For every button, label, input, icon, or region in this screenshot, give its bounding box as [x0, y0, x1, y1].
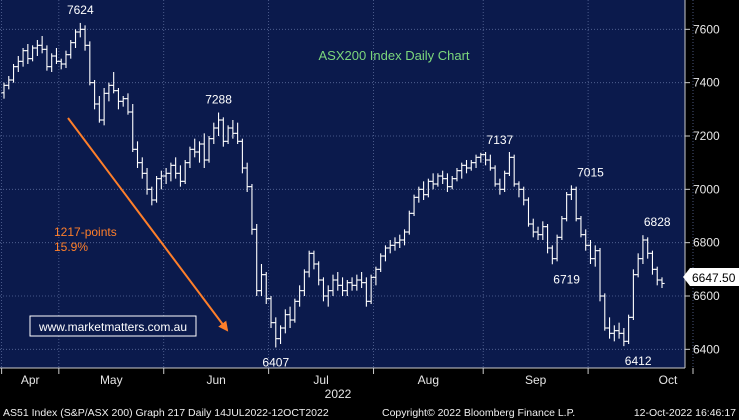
url-box [29, 315, 197, 337]
x-month-label: Apr [21, 373, 40, 387]
drop-pct-label: 15.9% [54, 240, 88, 254]
x-month-label: May [100, 373, 123, 387]
x-month-label: Sep [525, 373, 547, 387]
x-month-label: Aug [418, 373, 439, 387]
peak-label: 7137 [487, 133, 514, 147]
y-tick-label: 7000 [693, 182, 720, 196]
plot-background [0, 0, 685, 368]
y-tick-label: 6800 [693, 236, 720, 250]
chart-title: ASX200 Index Daily Chart [318, 48, 469, 63]
footer-bar [0, 404, 739, 420]
ohlc-bars [1, 22, 665, 348]
y-tick-label: 7600 [693, 22, 720, 36]
x-month-label: Oct [659, 373, 678, 387]
x-month-label: Jul [313, 373, 328, 387]
downtrend-arrow [67, 117, 229, 332]
x-axis: Apr May Jun Jul Aug Sep Oct [0, 367, 694, 387]
grid-lines [0, 0, 694, 368]
last-price-label: 6647.50 [692, 271, 736, 285]
peak-labels: 7624 7288 6407 7137 6719 7015 6828 6412 [67, 3, 671, 370]
peak-label: 6828 [644, 215, 671, 229]
footer-right: 12-Oct-2022 16:46:17 [634, 407, 736, 419]
y-tick-label: 7200 [693, 129, 720, 143]
x-axis-background [0, 368, 739, 404]
y-tick-label: 6600 [693, 289, 720, 303]
peak-label: 6407 [262, 355, 289, 369]
footer-center: Copyright© 2022 Bloomberg Finance L.P. [382, 407, 575, 419]
axis-background [685, 0, 739, 368]
x-year-label: 2022 [325, 387, 352, 401]
peak-label: 7288 [205, 93, 232, 107]
x-month-label: Jun [207, 373, 226, 387]
url-text: www.marketmatters.com.au [38, 320, 187, 334]
y-tick-label: 7400 [693, 76, 720, 90]
peak-label: 6719 [553, 272, 580, 286]
peak-label: 7624 [67, 3, 94, 17]
footer-left: AS51 Index (S&P/ASX 200) Graph 217 Daily… [3, 407, 329, 419]
peak-label: 7015 [577, 165, 604, 179]
last-price-flag: 6647.50 [683, 268, 739, 286]
drop-points-label: 1217-points [54, 225, 117, 239]
y-tick-label: 6400 [693, 342, 720, 356]
ohlc-bar [659, 277, 665, 288]
peak-label: 6412 [625, 354, 652, 368]
y-axis: 6400 6600 6800 7000 7200 7400 7600 [684, 0, 720, 368]
